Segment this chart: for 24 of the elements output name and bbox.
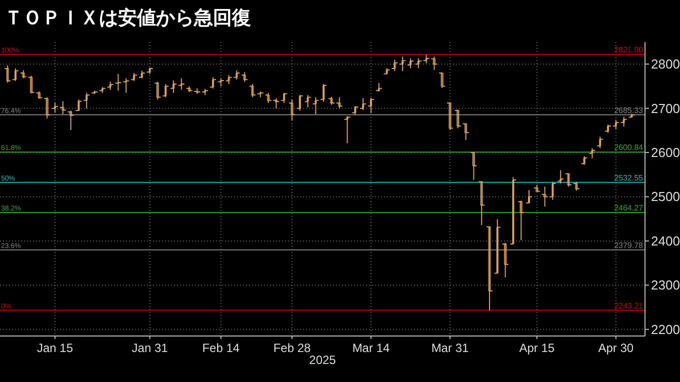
y-tick-label: 2700 [651, 100, 680, 116]
x-tick-label: Apr 30 [598, 341, 634, 355]
ref-line-label: 2532.55 [614, 173, 644, 182]
x-tick-label: Jan 31 [132, 341, 168, 355]
ref-line-label: 2600.84 [614, 143, 644, 152]
x-tick-label: Feb 28 [273, 341, 312, 355]
y-tick-label: 2200 [651, 322, 680, 337]
x-tick-label: Jan 15 [36, 341, 74, 355]
x-tick-label: Mar 31 [431, 341, 469, 355]
ref-line-label: 2243.21 [614, 301, 644, 310]
y-tick-label: 2600 [651, 145, 680, 160]
y-tick-label: 2400 [651, 233, 680, 248]
y-tick-label: 2500 [651, 189, 680, 204]
y-tick-label: 2300 [651, 278, 680, 293]
ref-line-label: 2379.78 [614, 240, 644, 250]
x-axis-title: 2025 [309, 353, 336, 367]
ref-line-label: 2464.27 [614, 204, 644, 213]
y-tick-label: 2800 [651, 56, 680, 72]
x-tick-label: Mar 14 [352, 341, 390, 355]
ref-line-label: 2821.90 [614, 45, 644, 54]
x-tick-label: Apr 15 [519, 341, 555, 355]
ref-line-label: 2685.33 [614, 106, 644, 115]
x-tick-label: Feb 14 [202, 341, 240, 355]
chart-title: ＴＯＰＩＸは安値から急回復 [4, 7, 251, 29]
